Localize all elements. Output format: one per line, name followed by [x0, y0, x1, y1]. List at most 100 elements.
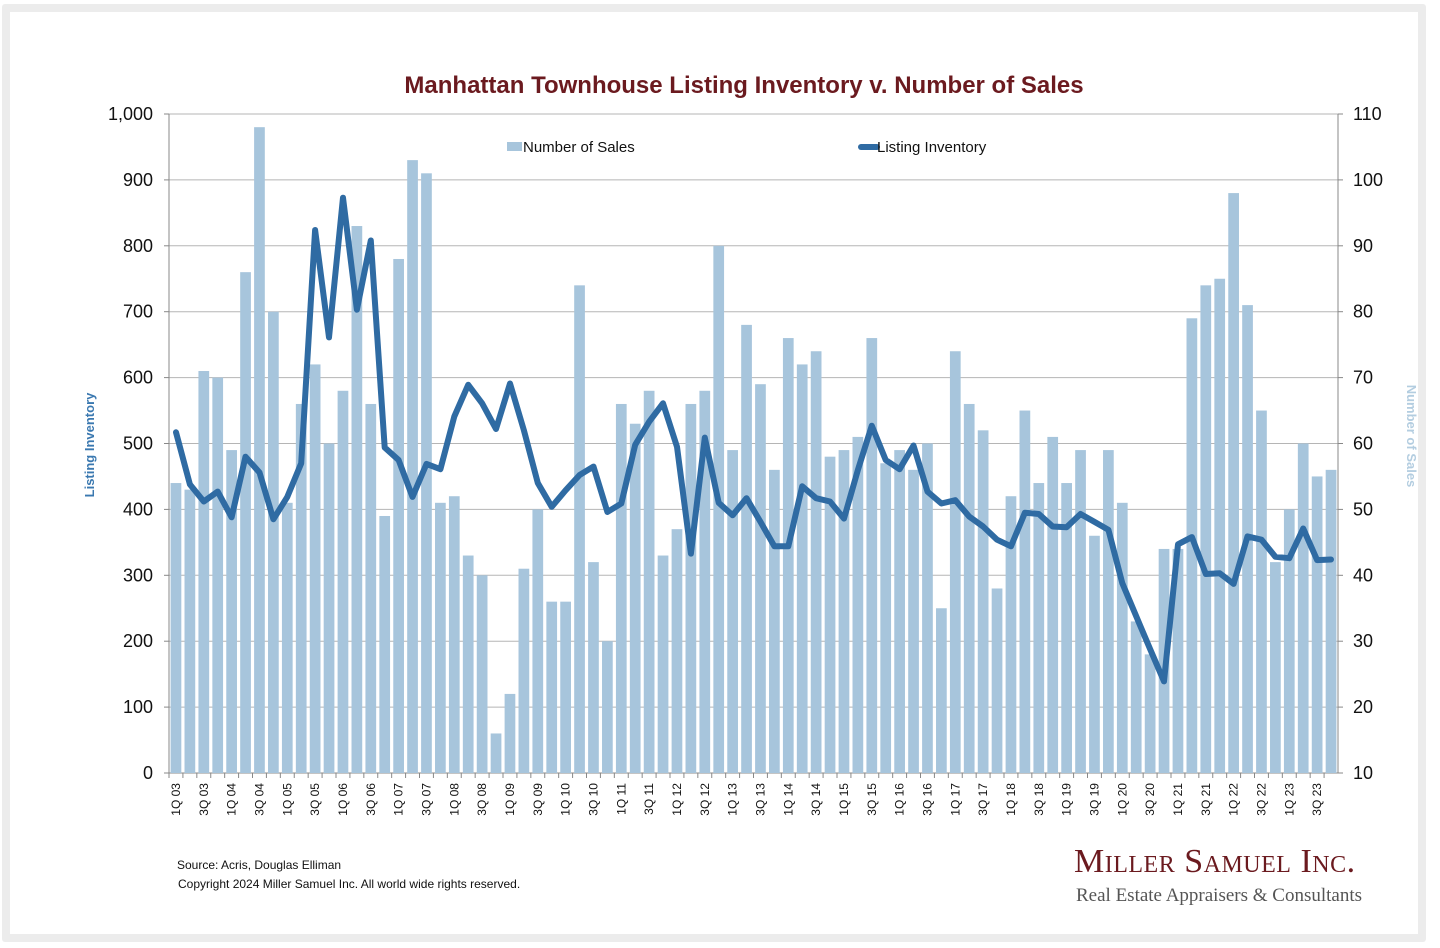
x-tick-label: 3Q 14 [809, 783, 823, 816]
right-tick-label: 70 [1353, 368, 1373, 388]
sales-bar [379, 515, 391, 773]
sales-bar [309, 364, 321, 773]
sales-bar [741, 324, 752, 773]
sales-bar [838, 450, 850, 773]
sales-bar [852, 436, 864, 773]
sales-bar [796, 364, 808, 773]
sales-bar [1005, 496, 1017, 773]
sales-bar [281, 502, 293, 773]
sales-bar [936, 608, 947, 773]
x-tick-label: 3Q 05 [308, 783, 322, 816]
x-tick-label: 1Q 03 [169, 783, 183, 816]
sales-bar [769, 469, 780, 773]
sales-bar [268, 311, 279, 773]
legend: Number of Sales Listing Inventory [507, 139, 987, 156]
right-tick-label: 40 [1353, 565, 1373, 585]
x-tick-label: 3Q 18 [1032, 783, 1046, 816]
sales-bar [170, 483, 182, 773]
x-tick-label: 3Q 10 [587, 783, 601, 816]
x-tick-label: 3Q 08 [475, 783, 489, 816]
sales-bar [462, 555, 474, 773]
x-tick-label: 3Q 19 [1088, 783, 1102, 816]
sales-bar [393, 258, 404, 774]
right-tick-label: 60 [1353, 434, 1373, 454]
logo-name: Miller Samuel Inc. [1074, 843, 1356, 880]
sales-bar [810, 351, 822, 773]
x-tick-label: 3Q 11 [642, 783, 656, 815]
sales-bar [1116, 502, 1128, 773]
right-tick-label: 50 [1353, 499, 1373, 519]
sales-bar [184, 489, 196, 773]
chart-title: Manhattan Townhouse Listing Inventory v.… [404, 72, 1083, 99]
sales-bar [824, 456, 836, 773]
x-tick-label: 1Q 09 [503, 783, 517, 816]
left-tick-label: 400 [123, 499, 153, 519]
sales-bar [1270, 562, 1281, 773]
left-tick-label: 900 [123, 170, 153, 190]
sales-bar [1103, 450, 1114, 773]
sales-bar [1144, 654, 1156, 773]
sales-bar [643, 390, 655, 773]
legend-item-inventory[interactable]: Listing Inventory [858, 139, 987, 156]
x-tick-label: 3Q 12 [698, 783, 712, 816]
sales-bar [908, 469, 919, 773]
left-tick-label: 700 [123, 302, 153, 322]
right-axis-title: Number of Sales [1404, 385, 1419, 488]
x-tick-label: 1Q 06 [336, 783, 350, 816]
x-tick-label: 3Q 03 [197, 783, 211, 816]
sales-bar [629, 423, 641, 773]
x-tick-label: 3Q 16 [921, 783, 935, 816]
x-tick-label: 1Q 19 [1060, 783, 1074, 816]
sales-bar [1228, 193, 1239, 773]
sales-bar [1200, 285, 1212, 773]
left-axis-ticks: 0 100 200 300 400 500 600 700 800 900 1,000 [108, 104, 169, 783]
sales-bar [963, 403, 975, 773]
sales-bar [1130, 621, 1142, 773]
left-tick-label: 500 [123, 434, 153, 454]
inventory-line-layer [173, 194, 1334, 685]
sales-bar [226, 450, 237, 773]
sales-bar [1089, 535, 1100, 773]
sales-bar [560, 601, 571, 773]
sales-bar [421, 173, 432, 773]
sales-bar [254, 127, 265, 774]
sales-bar [1019, 410, 1031, 773]
right-tick-label: 80 [1353, 302, 1373, 322]
sales-bar [949, 351, 961, 773]
sales-bar [337, 390, 349, 773]
sales-bar [602, 641, 613, 773]
x-axis-ticks: 1Q 03 3Q 03 1Q 04 3Q 04 1Q 05 3Q 05 1Q 06 3Q 06… [168, 773, 1325, 816]
x-tick-label: 1Q 12 [670, 783, 684, 816]
legend-label-sales: Number of Sales [523, 139, 635, 156]
sales-bar [588, 562, 599, 773]
sales-bar [1186, 318, 1198, 773]
sales-bar [1256, 410, 1267, 773]
sales-bar [782, 338, 794, 773]
x-tick-label: 1Q 08 [447, 783, 461, 816]
left-tick-label: 1,000 [108, 104, 153, 124]
sales-bar [351, 226, 363, 773]
left-tick-label: 800 [123, 236, 153, 256]
left-tick-label: 0 [143, 763, 153, 783]
sales-bar [727, 450, 738, 773]
x-tick-label: 3Q 04 [253, 783, 267, 816]
sales-bar [448, 496, 460, 773]
sales-bar [323, 443, 335, 773]
x-tick-label: 3Q 06 [364, 783, 378, 816]
sales-bar [295, 403, 307, 773]
sales-bar [671, 529, 683, 773]
legend-item-sales[interactable]: Number of Sales [507, 139, 635, 156]
source-note: Source: Acris, Douglas Elliman [177, 858, 342, 872]
sales-bar [546, 601, 558, 773]
x-tick-label: 1Q 15 [837, 783, 851, 816]
x-tick-label: 1Q 05 [280, 783, 294, 816]
x-tick-label: 3Q 23 [1310, 783, 1324, 816]
x-tick-label: 3Q 20 [1143, 783, 1157, 816]
x-tick-label: 1Q 10 [559, 783, 573, 816]
right-tick-label: 20 [1353, 697, 1373, 717]
x-tick-label: 3Q 22 [1255, 783, 1269, 816]
sales-bar [1297, 443, 1309, 773]
sales-bar [1311, 476, 1323, 773]
left-tick-label: 600 [123, 368, 153, 388]
